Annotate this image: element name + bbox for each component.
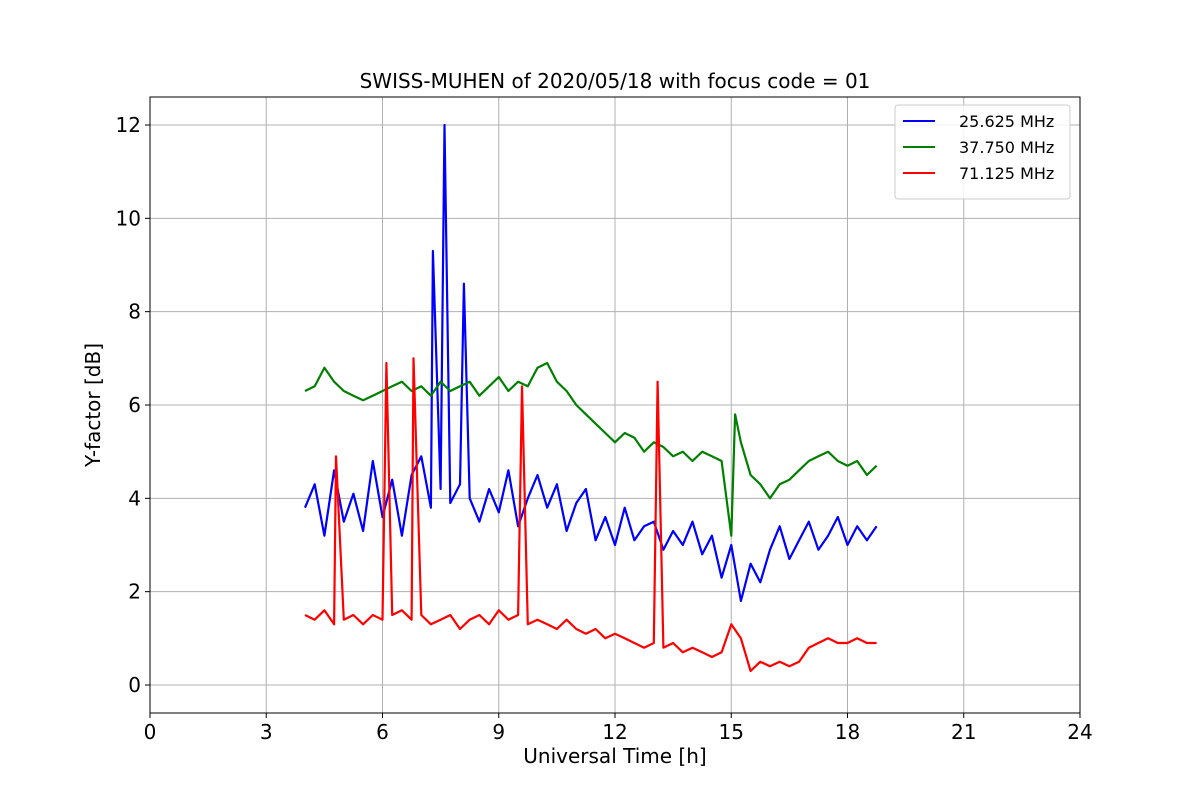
legend-box — [894, 104, 1071, 200]
x-tick-label: 0 — [144, 720, 157, 744]
series-line-0 — [303, 123, 878, 603]
x-tick-label: 12 — [602, 720, 627, 744]
legend-label: 71.125 MHz — [959, 164, 1054, 183]
x-tick-label: 24 — [1067, 720, 1092, 744]
series-layer — [303, 123, 878, 673]
y-axis-label: Y-factor [dB] — [81, 343, 105, 468]
series-line-1 — [304, 361, 878, 537]
y-tick-label: 0 — [128, 673, 141, 697]
x-tick-label: 18 — [835, 720, 860, 744]
x-tick-label: 15 — [719, 720, 744, 744]
y-tick-label: 4 — [128, 486, 141, 510]
legend-label: 25.625 MHz — [959, 112, 1054, 131]
y-tick-label: 6 — [128, 393, 141, 417]
y-tick-label: 10 — [116, 206, 141, 230]
x-tick-label: 21 — [951, 720, 976, 744]
x-axis-label: Universal Time [h] — [523, 744, 706, 768]
chart-title: SWISS-MUHEN of 2020/05/18 with focus cod… — [360, 69, 871, 93]
y-tick-label: 2 — [128, 580, 141, 604]
legend-label: 37.750 MHz — [959, 138, 1054, 157]
legend: 25.625 MHz 37.750 MHz 71.125 MHz — [894, 104, 1071, 200]
y-tick-label: 8 — [128, 300, 141, 324]
x-tick-label: 3 — [260, 720, 273, 744]
x-tick-label: 9 — [492, 720, 505, 744]
y-tick-label: 12 — [116, 113, 141, 137]
series-line-2 — [304, 357, 877, 673]
x-tick-label: 6 — [376, 720, 389, 744]
